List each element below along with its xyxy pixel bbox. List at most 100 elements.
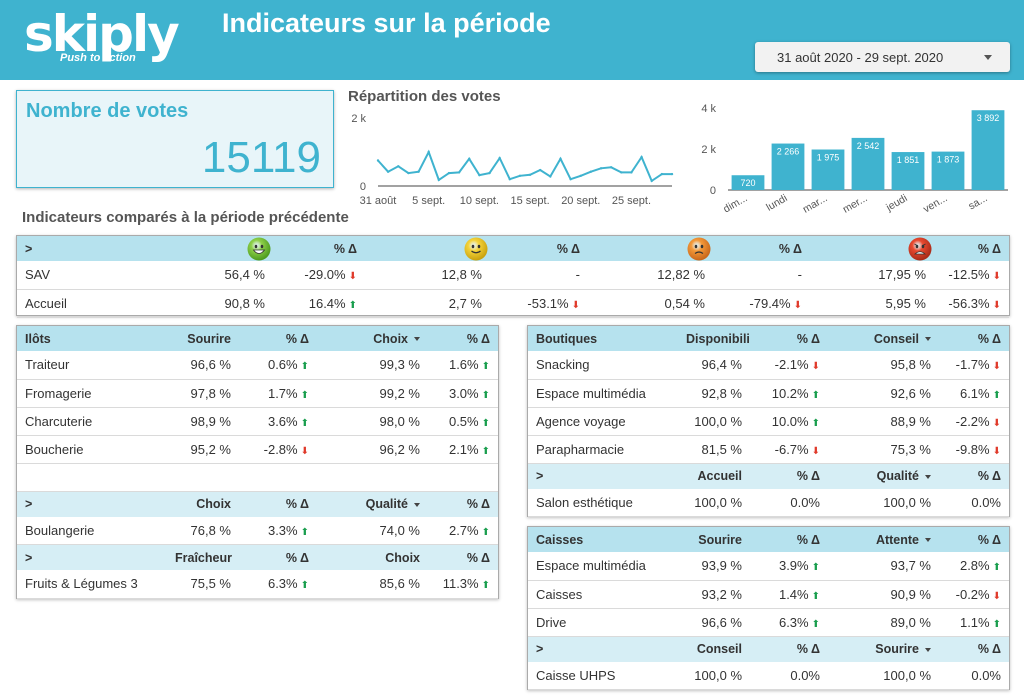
table-row[interactable]: Charcuterie 98,9 % 3.6% ⬆ 98,0 % 0.5% ⬆	[17, 407, 498, 436]
line-point[interactable]	[478, 173, 481, 177]
table-row[interactable]: Boucherie 95,2 % -2.8% ⬇ 96,2 % 2.1% ⬆	[17, 435, 498, 464]
table-row[interactable]: Snacking 96,4 % -2.1% ⬇ 95,8 % -1.7% ⬇	[528, 351, 1009, 380]
table-row[interactable]: Espace multimédia 93,9 % 3.9% ⬆ 93,7 % 2.8% ⬆	[528, 552, 1009, 581]
column-header[interactable]: Accueil	[678, 463, 750, 489]
compare-smiley-col[interactable]	[365, 236, 490, 261]
bar-category-label: mer...	[841, 192, 870, 214]
row-label: Traiteur	[17, 351, 167, 380]
column-header[interactable]: Fraîcheur	[167, 545, 239, 570]
column-header[interactable]: Sourire	[678, 527, 750, 552]
line-point[interactable]	[620, 171, 623, 174]
cell-value: 90,8 %	[137, 289, 273, 318]
logo-tagline: Push to action	[60, 52, 136, 64]
line-point[interactable]	[447, 171, 451, 175]
bar-5[interactable]	[931, 151, 965, 190]
table-row[interactable]: Caisses 93,2 % 1.4% ⬆ 90,9 % -0.2% ⬇	[528, 580, 1009, 609]
line-point[interactable]	[650, 179, 653, 183]
line-series-votes[interactable]	[377, 149, 672, 183]
cell-value: 2,7 %	[365, 289, 490, 318]
line-x-tick: 25 sept.	[612, 195, 651, 207]
cell-value: 93,7 %	[828, 552, 939, 581]
line-point[interactable]	[468, 157, 471, 160]
bar-6[interactable]	[971, 110, 1005, 190]
bar-category-label: jeudi	[883, 192, 909, 214]
table-row[interactable]: Agence voyage 100,0 % 10.0% ⬆ 88,9 % -2.2% ⬇	[528, 407, 1009, 436]
column-header[interactable]: Qualité	[828, 463, 939, 489]
line-point[interactable]	[528, 173, 532, 176]
cell-value: 88,9 %	[828, 407, 939, 436]
compare-smiley-col[interactable]	[810, 236, 934, 261]
column-header[interactable]: Sourire	[828, 636, 939, 662]
skiply-logo[interactable]: skiply Push to action	[24, 6, 194, 68]
column-header[interactable]: Choix	[317, 326, 428, 351]
table-row[interactable]: Parapharmacie 81,5 % -6.7% ⬇ 75,3 % -9.8% ⬇	[528, 435, 1009, 464]
line-point[interactable]	[518, 174, 522, 177]
line-point[interactable]	[559, 157, 562, 160]
table-row[interactable]: Accueil 90,8 % 16.4% ⬆ 2,7 % -53.1% ⬇ 0,54 % -79…	[17, 289, 1009, 318]
line-point[interactable]	[437, 178, 441, 182]
column-header[interactable]: Choix	[167, 491, 239, 517]
line-point[interactable]	[407, 171, 410, 175]
line-point[interactable]	[539, 168, 542, 172]
column-header[interactable]: Disponibilité	[678, 326, 750, 351]
arrow-up-icon: ⬆	[348, 299, 357, 311]
date-range-picker[interactable]: 31 août 2020 - 29 sept. 2020	[755, 42, 1010, 72]
line-point[interactable]	[670, 172, 674, 176]
table-row[interactable]: Salon esthétique 100,0 % 0.0% 100,0 % 0.0%	[528, 488, 1009, 517]
column-header[interactable]: Choix	[317, 545, 428, 570]
bar-0[interactable]	[731, 175, 765, 190]
line-point[interactable]	[549, 175, 552, 178]
compare-smiley-col[interactable]	[137, 236, 273, 261]
cell-value: 75,5 %	[167, 570, 239, 599]
column-header[interactable]: Conseil	[678, 636, 750, 662]
line-point[interactable]	[589, 170, 593, 173]
line-point[interactable]	[569, 178, 572, 181]
bar-4[interactable]	[891, 152, 925, 190]
line-point[interactable]	[498, 156, 501, 160]
line-point[interactable]	[376, 159, 380, 162]
column-header[interactable]: Qualité	[317, 491, 428, 517]
table-row[interactable]: Fromagerie 97,8 % 1.7% ⬆ 99,2 % 3.0% ⬆	[17, 379, 498, 408]
bar-y-tick: 0	[710, 185, 716, 197]
bar-1[interactable]	[771, 143, 805, 190]
table-row[interactable]: Espace multimédia 92,8 % 10.2% ⬆ 92,6 % 6.1% ⬆	[528, 379, 1009, 408]
line-point[interactable]	[457, 171, 461, 174]
bar-2[interactable]	[811, 149, 845, 190]
cell-delta: -	[490, 261, 588, 290]
row-label: Caisse UHPS	[528, 661, 678, 690]
column-header[interactable]: Attente	[828, 527, 939, 552]
votes-weekday-bar-chart[interactable]: 4 k 2 k 0 720 dim... 2 266 lundi 1 975 mar... 2 5…	[690, 98, 1010, 214]
line-point[interactable]	[386, 170, 390, 173]
line-point[interactable]	[630, 171, 633, 174]
cell-delta: 11.3% ⬆	[428, 570, 498, 599]
line-point[interactable]	[427, 150, 430, 154]
line-point[interactable]	[579, 174, 582, 177]
table-row[interactable]: Drive 96,6 % 6.3% ⬆ 89,0 % 1.1% ⬆	[528, 608, 1009, 637]
line-point[interactable]	[609, 166, 613, 169]
table-row[interactable]: SAV 56,4 % -29.0% ⬇ 12,8 % -12,82 % -17,95 % -1…	[17, 261, 1009, 290]
line-point[interactable]	[508, 178, 511, 181]
column-header[interactable]: Conseil	[828, 326, 939, 351]
votes-line-chart[interactable]: 2 k 0 31 août 5 sept. 10 sept. 15 sept. 20 sep…	[340, 108, 680, 212]
line-point[interactable]	[488, 171, 491, 175]
table-row[interactable]: Fruits & Légumes 3 75,5 % 6.3% ⬆ 85,6 % 11.3%…	[17, 570, 498, 599]
line-point[interactable]	[397, 165, 400, 168]
table-row[interactable]: Boulangerie 76,8 % 3.3% ⬆ 74,0 % 2.7% ⬆	[17, 516, 498, 545]
boutiques-block: > Accueil% Δ Qualité% Δ Salon esthétique 100…	[528, 463, 1009, 517]
table-row[interactable]: Traiteur 96,6 % 0.6% ⬆ 99,3 % 1.6% ⬆	[17, 351, 498, 380]
bar-category-label: ven...	[921, 192, 949, 214]
line-point[interactable]	[660, 172, 664, 176]
compare-smiley-col[interactable]	[588, 236, 713, 261]
line-point[interactable]	[417, 170, 420, 173]
bar-3[interactable]	[851, 137, 885, 190]
ilots-block: Ilôts Sourire% Δ Choix% Δ Traiteur 96,6 % 0.6…	[17, 326, 498, 492]
cell-value: 56,4 %	[137, 261, 273, 290]
bar-category-label: dim...	[721, 192, 749, 214]
line-point[interactable]	[640, 155, 643, 159]
column-header: % Δ	[428, 326, 498, 351]
line-point[interactable]	[599, 167, 603, 170]
column-header[interactable]: Sourire	[167, 326, 239, 351]
table-row[interactable]: Caisse UHPS 100,0 % 0.0% 100,0 % 0.0%	[528, 661, 1009, 690]
cell-value: 76,8 %	[167, 516, 239, 545]
